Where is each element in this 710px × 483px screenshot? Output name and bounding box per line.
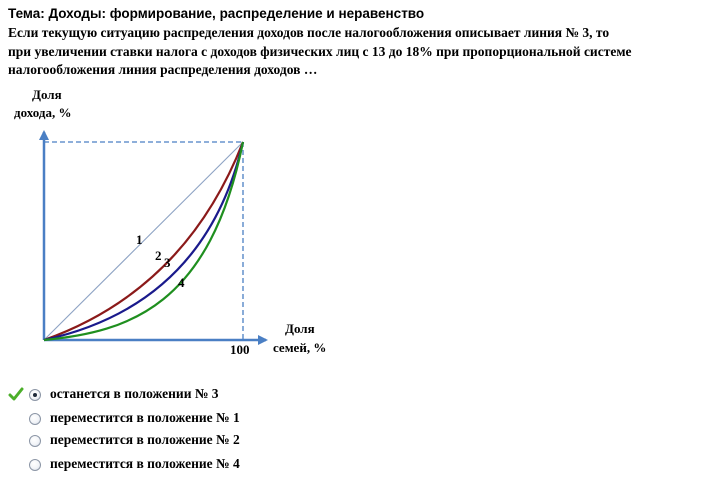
topic-heading: Тема: Доходы: формирование, распределени… (8, 6, 425, 21)
question-text: Если текущую ситуацию распределения дохо… (8, 24, 708, 80)
y-axis-label-line2: дохода, % (14, 105, 71, 120)
radio-button[interactable] (29, 459, 41, 471)
checkmark-icon (8, 387, 24, 401)
answer-option[interactable]: переместится в положение № 1 (0, 408, 700, 428)
x-axis-label-line2: семей, % (273, 340, 326, 355)
answer-label: переместится в положение № 2 (50, 432, 240, 447)
lorenz-curve-diagram: 1 2 3 4 Доля дохода, % Доля семей, % 100 (14, 87, 326, 357)
radio-button[interactable] (29, 413, 41, 425)
question-line: налогообложения линия распределения дохо… (8, 62, 318, 77)
x-axis-label-line1: Доля (285, 321, 315, 336)
curve-label-1: 1 (136, 232, 143, 247)
question-line: Если текущую ситуацию распределения дохо… (8, 25, 610, 40)
curve-label-3: 3 (164, 255, 171, 270)
radio-selected-dot (33, 393, 37, 397)
curve-1-equality-line (43, 141, 244, 341)
x-tick-100: 100 (230, 342, 250, 357)
curve-label-4: 4 (178, 275, 185, 290)
radio-button[interactable] (29, 389, 41, 401)
answer-label: останется в положении № 3 (50, 386, 219, 401)
answer-option[interactable]: переместится в положение № 2 (0, 430, 700, 450)
curve-4 (43, 141, 245, 342)
question-line: при увеличении ставки налога с доходов ф… (8, 43, 632, 59)
curve-3 (43, 141, 245, 342)
answer-label: переместится в положение № 4 (50, 456, 240, 471)
answer-label: переместится в положение № 1 (50, 410, 240, 425)
y-axis-label-line1: Доля (32, 87, 62, 102)
curve-label-2: 2 (155, 248, 162, 263)
curve-2 (43, 141, 245, 342)
answer-option[interactable]: переместится в положение № 4 (0, 454, 700, 474)
answer-option[interactable]: останется в положении № 3 (0, 384, 700, 404)
radio-button[interactable] (29, 435, 41, 447)
